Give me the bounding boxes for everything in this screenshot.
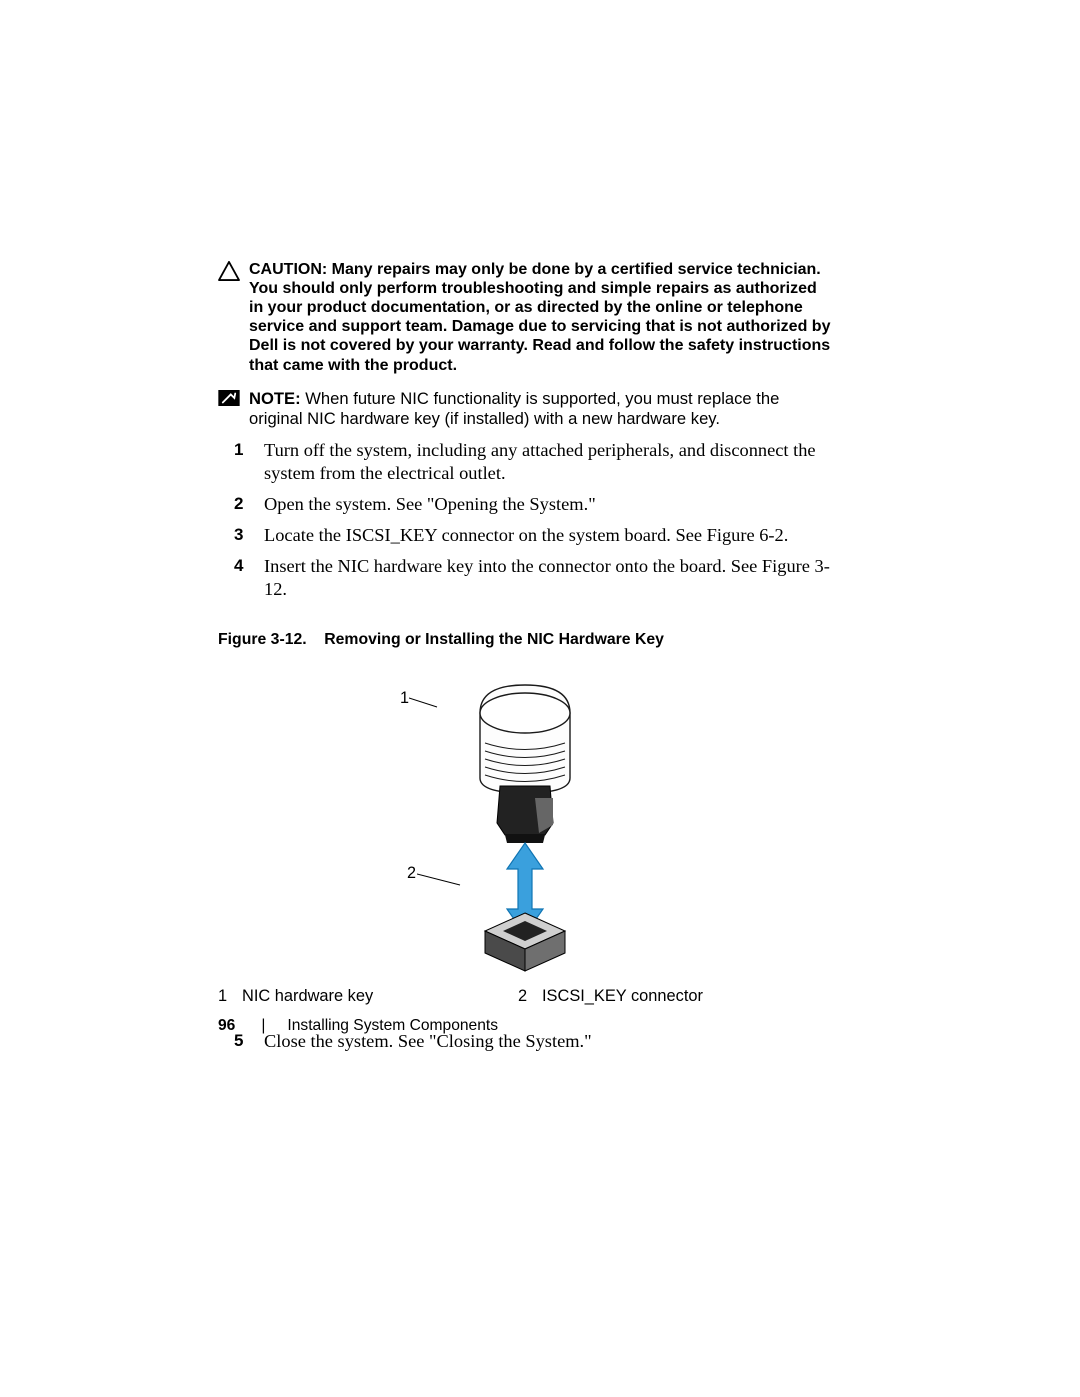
legend-number: 1 [218, 987, 242, 1006]
caution-triangle-icon [218, 261, 240, 281]
caution-text: CAUTION: Many repairs may only be done b… [249, 260, 832, 375]
legend-label: ISCSI_KEY connector [542, 987, 703, 1006]
figure-illustration: 1 2 [225, 673, 825, 973]
legend-label: NIC hardware key [242, 987, 373, 1006]
figure-callout-2: 2 [407, 864, 416, 883]
note-icon [218, 390, 240, 406]
section-title: Installing System Components [287, 1017, 498, 1035]
figure-callout-1: 1 [400, 689, 409, 708]
figure-caption-label: Figure 3-12. [218, 631, 307, 648]
note-label: NOTE: [249, 389, 301, 408]
legend-number: 2 [518, 987, 542, 1006]
note-text: NOTE: When future NIC functionality is s… [249, 389, 832, 429]
caution-body: Many repairs may only be done by a certi… [249, 261, 830, 374]
step-text: Open the system. See "Opening the System… [264, 493, 596, 516]
note-body: When future NIC functionality is support… [249, 389, 779, 428]
step-number: 1 [234, 439, 264, 460]
step-number: 4 [234, 555, 264, 576]
step-text: Locate the ISCSI_KEY connector on the sy… [264, 524, 788, 547]
step-number: 2 [234, 493, 264, 514]
page-number: 96 [218, 1017, 235, 1035]
nic-key-diagram-icon [425, 673, 625, 973]
step-text: Insert the NIC hardware key into the con… [264, 555, 832, 601]
caution-label: CAUTION: [249, 261, 327, 278]
step-number: 3 [234, 524, 264, 545]
figure-legend: 1 NIC hardware key 2 ISCSI_KEY connector [218, 987, 832, 1006]
steps-list-a: 1 Turn off the system, including any att… [234, 439, 832, 601]
figure-caption-title: Removing or Installing the NIC Hardware … [324, 631, 664, 648]
page-footer: 96 | Installing System Components [218, 1017, 498, 1035]
footer-separator-icon: | [261, 1017, 265, 1035]
figure-caption: Figure 3-12. Removing or Installing the … [218, 631, 832, 649]
step-text: Turn off the system, including any attac… [264, 439, 832, 485]
